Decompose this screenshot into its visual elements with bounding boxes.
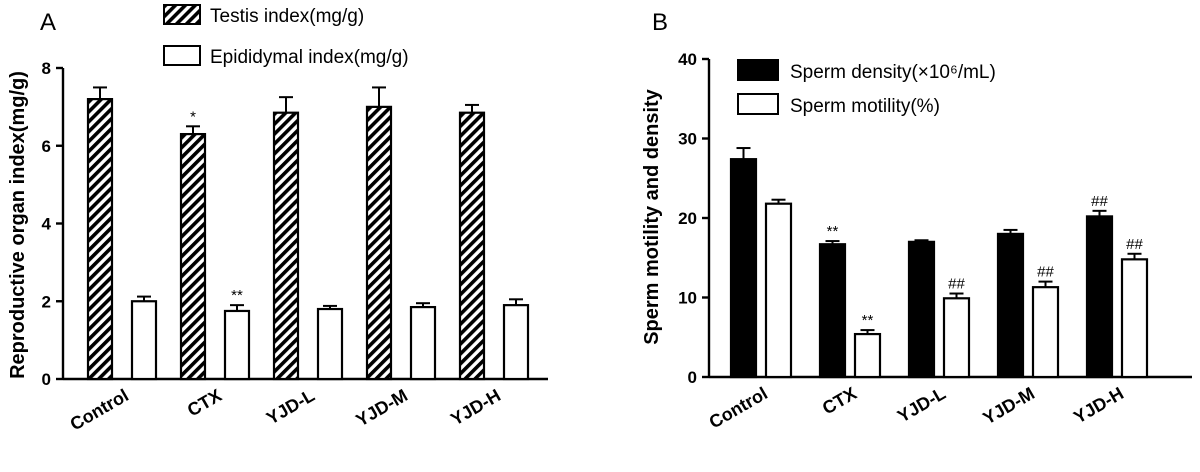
panel-a-category-label: Control — [67, 385, 132, 434]
panel-a-bar-s2-yjd-m — [409, 305, 437, 381]
panel-b-bar-s1-yjd-m — [996, 232, 1025, 379]
panel-b-bar-s2-yjd-m — [1031, 286, 1060, 379]
panel-a-bar-s1-ctx — [179, 132, 207, 381]
panel-a-y-tick-label: 4 — [42, 215, 52, 234]
panel-b-significance-mark: ## — [1126, 236, 1143, 253]
panel-b-bar-s1-ctx — [818, 243, 847, 379]
panel-b-category-label: CTX — [819, 383, 860, 418]
panel-a-bar-s2-yjd-h — [502, 304, 530, 381]
panel-b-significance-mark: ** — [827, 223, 839, 240]
panel-b-y-tick-label: 10 — [678, 289, 697, 308]
panel-b-significance-mark: ## — [948, 276, 965, 293]
panel-a-bar-s2-ctx — [223, 309, 251, 381]
panel-b-significance-mark: ## — [1037, 264, 1054, 281]
panel-b-significance-mark: ## — [1091, 193, 1108, 210]
panel-a-significance-mark: * — [190, 108, 196, 125]
panel-a-y-tick-label: 0 — [42, 370, 51, 389]
panel-a-chart: A Reproductive organ index(mg/g) 0 2 4 6 8 *… — [7, 4, 548, 434]
panel-b-significance-mark: ** — [862, 312, 874, 329]
panel-b-category-label: YJD-L — [894, 383, 949, 426]
panel-a-bar-s1-yjd-m — [365, 105, 393, 381]
panel-b-legend: Sperm density(×10⁶/mL) Sperm motility(%) — [737, 59, 996, 117]
panel-b-y-tick-label: 30 — [678, 130, 697, 149]
panel-a-category-label: YJD-H — [447, 385, 504, 429]
panel-b-bar-s2-yjd-h — [1120, 258, 1149, 379]
panel-b-y-tick-label: 0 — [688, 368, 697, 387]
panel-b-y-tick-label: 40 — [678, 50, 697, 69]
legend-swatch-sperm-motility — [737, 93, 779, 115]
panel-b-letter: B — [652, 9, 668, 36]
panel-a-bar-s2-control — [130, 300, 158, 381]
panel-b-chart: B Sperm motility and density 0 10 20 30 40 *… — [641, 9, 1192, 432]
panel-a-significance-mark: ** — [231, 287, 243, 304]
panel-a-bar-s1-yjd-l — [272, 111, 300, 381]
panel-b-bar-s2-ctx — [853, 332, 882, 379]
legend-swatch-sperm-density — [737, 59, 779, 81]
panel-a-y-tick-label: 8 — [42, 59, 51, 78]
panel-a-y-tick-label: 6 — [42, 137, 51, 156]
panel-b-y-axis-label: Sperm motility and density — [641, 88, 663, 344]
panel-a-bar-s2-yjd-l — [316, 307, 344, 381]
panel-a-y-tick-label: 2 — [42, 292, 51, 311]
panel-b-bar-s2-yjd-l — [942, 297, 971, 379]
panel-b-category-label: YJD-M — [979, 383, 1038, 428]
panel-b-bar-s1-yjd-h — [1085, 215, 1114, 379]
legend-swatch-epididymal — [163, 45, 201, 66]
panel-a-category-label: CTX — [184, 385, 225, 420]
legend-label-epididymal: Epididymal index(mg/g) — [210, 47, 409, 68]
legend-swatch-testis — [163, 4, 201, 25]
legend-label-sperm-motility: Sperm motility(%) — [790, 96, 940, 117]
legend-label-sperm-density: Sperm density(×10⁶/mL) — [790, 62, 996, 83]
panel-b-category-label: YJD-H — [1070, 383, 1127, 427]
panel-b-bar-s1-yjd-l — [907, 240, 936, 379]
legend-label-testis: Testis index(mg/g) — [210, 6, 364, 27]
panel-b-bar-s1-control — [729, 158, 758, 379]
panel-a-bar-s1-control — [86, 97, 114, 381]
panel-a-category-label: YJD-M — [352, 385, 411, 430]
panel-b-y-tick-label: 20 — [678, 209, 697, 228]
panel-a-letter: A — [40, 9, 56, 36]
panel-a-bar-s1-yjd-h — [458, 111, 486, 381]
panel-a-category-label: YJD-L — [263, 385, 318, 428]
panel-a-legend: Testis index(mg/g) Epididymal index(mg/g… — [163, 4, 409, 68]
panel-a-y-axis-label: Reproductive organ index(mg/g) — [7, 71, 29, 379]
panel-b-category-label: Control — [706, 383, 771, 432]
panel-b-bar-s2-control — [764, 202, 793, 379]
